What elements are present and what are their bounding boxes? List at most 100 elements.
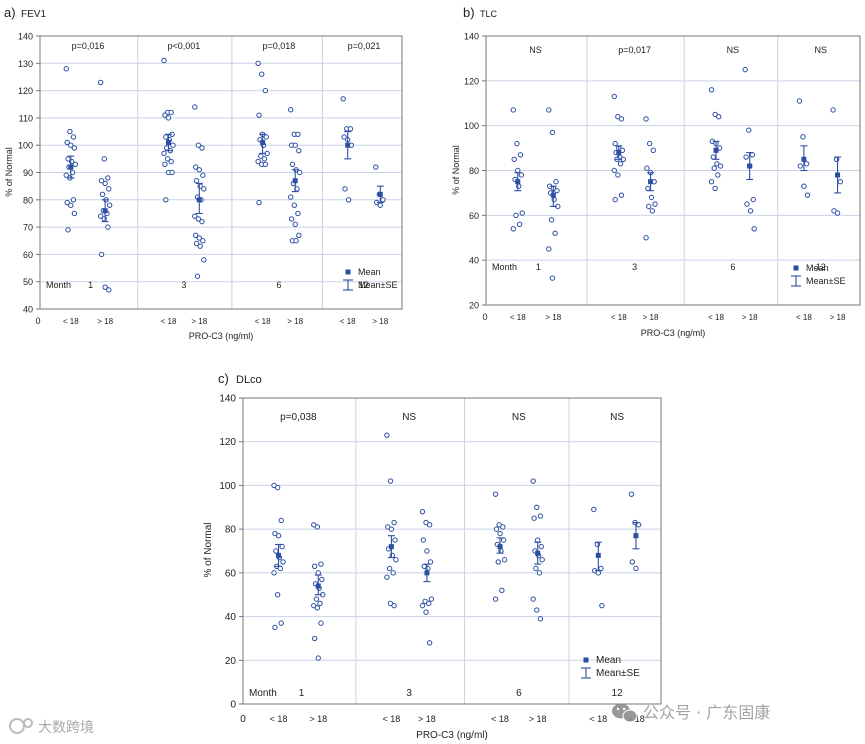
legend-mean-label: Mean [358, 267, 381, 277]
data-point [796, 98, 803, 104]
data-point [750, 196, 756, 203]
group-tick-label: > 18 [372, 317, 388, 326]
data-point [516, 221, 523, 228]
data-point [101, 216, 107, 222]
data-point [510, 107, 516, 113]
x-zero-label: 0 [35, 316, 40, 326]
data-point [72, 161, 78, 168]
mean-marker [801, 156, 807, 162]
y-tick-label: 60 [469, 211, 479, 221]
month-tick-label: 6 [276, 280, 281, 290]
data-point [105, 175, 111, 181]
data-point [387, 478, 394, 484]
plot-frame [485, 35, 861, 306]
data-point [386, 565, 393, 572]
group-tick-label: < 18 [796, 313, 812, 322]
data-point [274, 484, 281, 491]
data-point [102, 284, 108, 290]
data-point [170, 142, 176, 148]
data-point [277, 565, 284, 572]
mean-marker [377, 191, 383, 197]
group-tick-label: > 18 [545, 313, 561, 322]
month-tick-label: 3 [632, 262, 637, 272]
data-point [340, 96, 346, 102]
p-value-label: NS [610, 412, 624, 423]
chart-dlco: 0 20 40 60 80 100 120 140 % of Normal 0 Month < 18 >… [203, 394, 662, 741]
data-point [747, 208, 754, 214]
legend-mean-marker [583, 657, 589, 663]
data-point [744, 201, 750, 207]
data-point [644, 165, 650, 171]
data-point [163, 197, 169, 203]
data-point [423, 609, 429, 615]
y-tick-label: 120 [219, 437, 236, 448]
data-point [546, 107, 552, 113]
month-tick-label: 12 [612, 688, 624, 699]
data-point [288, 216, 295, 222]
y-tick-label: 40 [225, 612, 237, 623]
watermark-right: 公众号 · 广东固康 [612, 703, 770, 723]
data-point [168, 158, 174, 165]
data-point [428, 596, 435, 602]
month-tick-label: 6 [730, 262, 735, 272]
y-tick-label: 100 [18, 141, 33, 151]
mean-marker [497, 544, 503, 550]
data-point [717, 163, 724, 169]
data-point [534, 537, 541, 543]
data-point [833, 156, 840, 162]
data-point [708, 87, 715, 93]
y-tick-label: 140 [18, 32, 33, 42]
data-point [391, 602, 397, 609]
data-point [162, 112, 168, 118]
data-point [546, 246, 552, 252]
data-point [373, 164, 379, 170]
data-point [711, 165, 717, 171]
data-point [70, 197, 77, 203]
data-point [594, 541, 601, 548]
data-point [650, 147, 656, 154]
month-tick-label: 3 [406, 688, 412, 699]
data-point [537, 513, 544, 519]
plot-frame [242, 397, 662, 705]
data-point [197, 243, 203, 249]
data-point [98, 177, 105, 184]
group-tick-label: < 18 [491, 714, 509, 724]
data-point [70, 134, 77, 140]
y-tick-label: 70 [23, 223, 33, 233]
y-tick-label: 120 [18, 86, 33, 96]
data-point [200, 238, 206, 244]
data-point [272, 624, 278, 631]
data-point [393, 557, 399, 563]
p-value-label: p=0,021 [348, 41, 381, 51]
data-point [165, 115, 172, 121]
wechat-logo-icon [612, 703, 638, 723]
data-point [615, 172, 621, 178]
data-point [549, 275, 556, 281]
data-point [519, 210, 525, 216]
y-tick-label: 100 [464, 121, 479, 131]
data-point [531, 515, 537, 521]
p-value-label: p=0,016 [72, 41, 105, 51]
mean-marker [515, 179, 521, 185]
mean-marker [424, 570, 430, 576]
data-point [196, 235, 202, 241]
panel-tlc: b) TLC 20 40 60 80 100 120 140 % of Normal 0 Mont… [451, 5, 861, 338]
mean-marker [595, 552, 601, 558]
group-tick-label: < 18 [382, 714, 400, 724]
data-point [419, 602, 426, 609]
month-tick-label: 1 [88, 280, 93, 290]
data-point [345, 197, 352, 203]
data-point [742, 66, 748, 73]
y-tick-label: 40 [469, 256, 479, 266]
data-point [105, 224, 111, 230]
data-point [347, 126, 354, 132]
mean-marker [260, 139, 266, 145]
data-point [392, 537, 398, 543]
group-tick-label: < 18 [63, 317, 79, 326]
panel-b-title: TLC [480, 9, 498, 19]
data-point [315, 570, 321, 576]
mean-marker [292, 178, 298, 184]
data-point [192, 232, 199, 238]
data-point [552, 230, 558, 236]
